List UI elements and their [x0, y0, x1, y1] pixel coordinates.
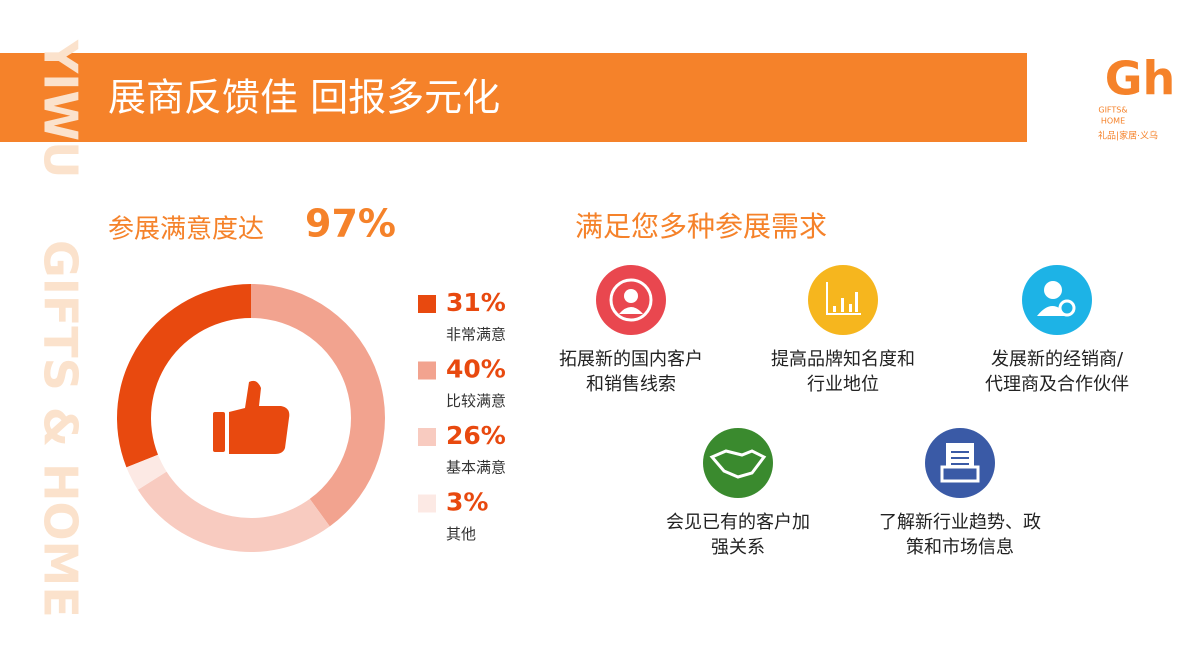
icon-part: [609, 278, 653, 322]
icon-part: [841, 298, 844, 312]
donut-segment: [116, 284, 251, 468]
icon-part: [1058, 299, 1076, 317]
legend: 31% 非常满意 40% 比较满意 26% 基本满意 3% 其他: [418, 288, 506, 543]
need-icon-bg: [1022, 265, 1092, 335]
icon-part: [951, 451, 969, 453]
icon-part: [849, 304, 852, 312]
icon-part: [951, 457, 969, 459]
side-text: YIWU: [34, 39, 88, 179]
need-item: 发展新的经销商/代理商及合作伙伴: [985, 265, 1129, 395]
legend-swatch: [418, 494, 436, 513]
needs-title: 满足您多种参展需求: [575, 210, 827, 243]
legend-label: 其他: [446, 525, 476, 543]
legend-label: 基本满意: [446, 459, 506, 477]
legend-swatch: [418, 428, 436, 446]
donut-segment: [137, 471, 330, 552]
icon-part: [619, 307, 643, 314]
logo-text: GIFTS&: [1098, 106, 1127, 115]
needs: 拓展新的国内客户和销售线索提高品牌知名度和行业地位发展新的经销商/代理商及合作伙…: [559, 265, 1129, 558]
donut-segment: [251, 284, 385, 527]
icon-part: [213, 412, 225, 452]
chart-highlight: 97%: [305, 202, 396, 246]
need-label: 拓展新的国内客户: [559, 349, 703, 370]
need-label: 提高品牌知名度和: [771, 349, 915, 370]
need-label: 和销售线索: [586, 374, 676, 395]
icon-part: [1044, 281, 1062, 299]
need-label: 会见已有的客户加: [666, 512, 810, 533]
icon-part: [709, 449, 767, 479]
donut-segment: [126, 454, 167, 490]
legend-swatch: [418, 361, 436, 380]
icon-part: [624, 289, 638, 303]
donut: [116, 284, 385, 552]
legend-swatch: [418, 295, 436, 313]
logo-tagline: 礼品|家居·义乌: [1098, 130, 1158, 142]
icon-part: [940, 465, 980, 483]
logo-text: HOME: [1101, 117, 1125, 126]
side-text: GIFTS & HOME: [34, 240, 88, 618]
header-title: 展商反馈佳 回报多元化: [108, 76, 500, 120]
legend-value: 26%: [446, 421, 506, 450]
need-icon-bg: [703, 428, 773, 498]
legend-label: 非常满意: [446, 326, 506, 344]
need-label: 行业地位: [807, 374, 879, 395]
icon-part: [951, 463, 969, 465]
legend-label: 比较满意: [446, 392, 506, 410]
need-label: 策和市场信息: [906, 537, 1014, 558]
thumbs-up-icon: [213, 380, 290, 454]
need-label: 代理商及合作伙伴: [985, 374, 1129, 395]
need-label: 强关系: [711, 537, 765, 558]
need-label: 了解新行业趋势、政: [879, 512, 1041, 533]
legend-value: 40%: [446, 355, 506, 384]
logo-mark: Gh: [1105, 52, 1176, 106]
icon-part: [833, 306, 836, 312]
logo: Gh GIFTS& HOME 礼品|家居·义乌: [1098, 52, 1175, 142]
need-label: 发展新的经销商/: [991, 349, 1124, 370]
legend-value: 31%: [446, 288, 506, 317]
icon-part: [229, 380, 290, 454]
icon-part: [826, 282, 861, 315]
header-bar: [0, 53, 1027, 142]
chart-title: 参展满意度达: [108, 215, 264, 245]
legend-value: 3%: [446, 488, 488, 517]
icon-part: [855, 292, 858, 312]
